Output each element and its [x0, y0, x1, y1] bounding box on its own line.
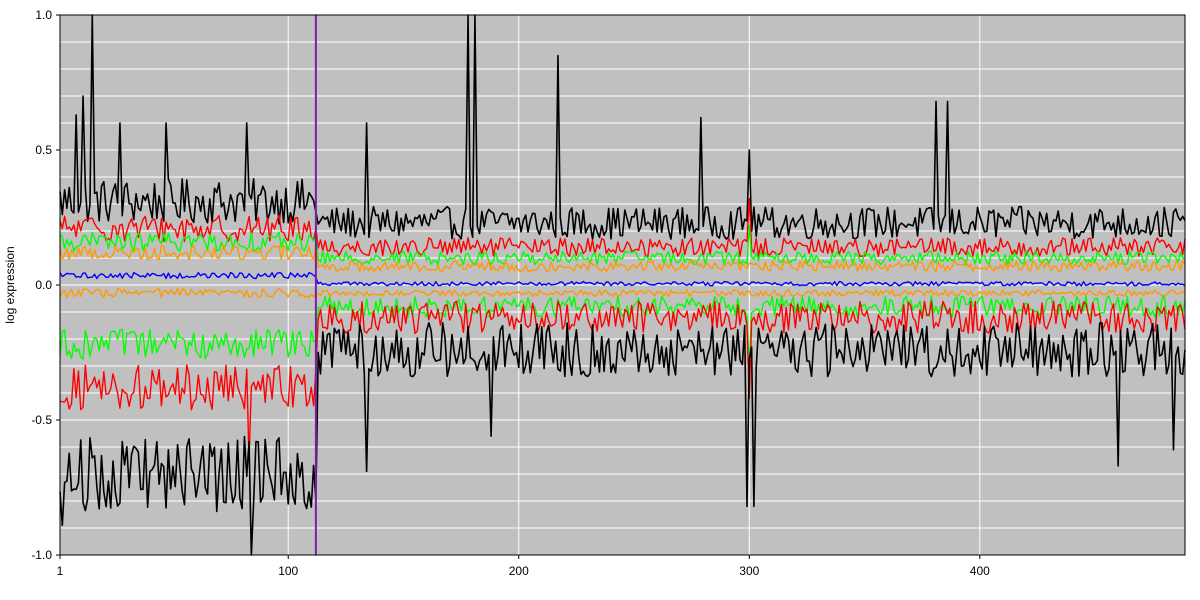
series-line-center: [59, 271, 1186, 287]
y-axis-ticks: -1.0 -0.5 0.0 0.5 1.0: [31, 8, 60, 562]
series-line-lower-inner: [59, 295, 1186, 367]
series-line-lower-median: [59, 287, 1186, 299]
series-line-upper-outer: [59, 197, 1186, 258]
x-tick-label: 1: [57, 564, 64, 578]
y-tick-label: 0.0: [35, 278, 52, 292]
series-line-upper-median: [59, 244, 1186, 273]
x-tick-label: 400: [970, 564, 990, 578]
series-line-upper-envelope: [59, 14, 1186, 240]
x-tick-label: 100: [278, 564, 298, 578]
series-line-lower-outer: [59, 300, 1186, 462]
y-tick-label: 1.0: [35, 8, 52, 22]
grid-lines: [60, 14, 1185, 556]
y-tick-label: 0.5: [35, 143, 52, 157]
series-line-lower-envelope: [59, 322, 1186, 556]
series-layer: [59, 14, 1186, 556]
x-axis-ticks: 1 100 200 300 400: [57, 555, 990, 578]
x-tick-label: 300: [739, 564, 759, 578]
y-axis-label: log expression: [3, 246, 17, 323]
x-tick-label: 200: [509, 564, 529, 578]
y-tick-label: -0.5: [31, 413, 52, 427]
y-tick-label: -1.0: [31, 548, 52, 562]
series-line-upper-inner: [59, 224, 1186, 266]
